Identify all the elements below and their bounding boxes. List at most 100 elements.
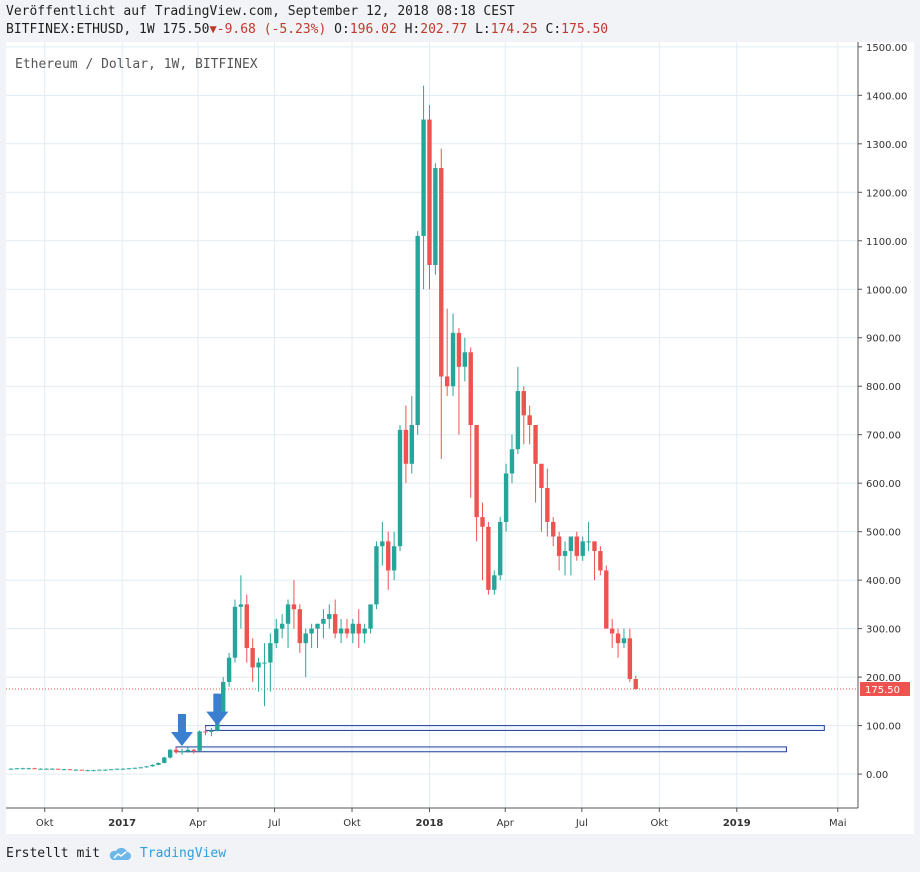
candle-body bbox=[486, 526, 491, 590]
candle-body bbox=[297, 609, 303, 644]
candle-body bbox=[332, 614, 338, 634]
candle-body bbox=[574, 536, 580, 556]
candle-body bbox=[203, 731, 208, 733]
candle-body bbox=[221, 681, 226, 714]
candle-body bbox=[456, 332, 462, 367]
y-tick-label: 500.00 bbox=[866, 528, 901, 539]
y-tick-label: 700.00 bbox=[866, 431, 901, 442]
price-chart[interactable]: 1500.00 1400.00 1300.00 1200.00 1100.00 1000.… bbox=[6, 42, 914, 834]
x-tick-label: Mai bbox=[829, 818, 847, 829]
y-tick-label: 900.00 bbox=[866, 334, 901, 345]
y-tick-label: 300.00 bbox=[866, 625, 901, 636]
price-change: -9.68 (-5.23%) bbox=[216, 22, 327, 37]
y-tick-label: 1500.00 bbox=[866, 43, 907, 54]
tradingview-brand-link[interactable]: TradingView bbox=[139, 846, 227, 861]
candle-body bbox=[321, 618, 326, 624]
candle-body bbox=[150, 764, 155, 767]
high-label: H: bbox=[404, 22, 421, 37]
candle-body bbox=[20, 768, 26, 770]
created-with-label: Erstellt mit bbox=[6, 846, 100, 861]
high-value: 202.77 bbox=[420, 22, 468, 37]
candle-body bbox=[256, 662, 261, 668]
candle-body bbox=[309, 628, 314, 634]
candle-body bbox=[586, 541, 591, 543]
x-tick-label: Okt bbox=[36, 818, 54, 829]
candle-body bbox=[444, 376, 450, 387]
candle-body bbox=[480, 517, 485, 527]
candle-body bbox=[162, 757, 167, 763]
candle-body bbox=[545, 488, 550, 522]
candle-body bbox=[433, 168, 438, 266]
candle-body bbox=[551, 521, 556, 537]
candle-body bbox=[244, 604, 249, 649]
y-tick-label: 800.00 bbox=[866, 382, 901, 393]
candle-body bbox=[315, 623, 320, 629]
candle-body bbox=[380, 541, 385, 547]
candle-body bbox=[580, 541, 585, 556]
y-tick-label: 1000.00 bbox=[866, 285, 907, 296]
candle-body bbox=[185, 749, 191, 752]
candle-body bbox=[191, 749, 196, 751]
y-tick-label: 1400.00 bbox=[866, 91, 907, 102]
candle-body bbox=[55, 768, 61, 770]
candle-body bbox=[120, 768, 126, 770]
candle-body bbox=[79, 769, 84, 771]
candle-body bbox=[374, 546, 379, 605]
candle-body bbox=[167, 749, 173, 758]
candle-body bbox=[50, 768, 55, 770]
candle-body bbox=[497, 521, 503, 576]
candle-body bbox=[144, 766, 149, 768]
candle-body bbox=[344, 628, 350, 634]
candle-body bbox=[409, 425, 414, 464]
candle-body bbox=[38, 768, 43, 770]
x-tick-label: Apr bbox=[497, 818, 515, 829]
candle-body bbox=[109, 769, 114, 771]
candle-body bbox=[598, 551, 603, 571]
y-tick-label: 400.00 bbox=[866, 576, 901, 587]
candle-body bbox=[8, 768, 14, 770]
candle-body bbox=[268, 643, 273, 663]
candle-body bbox=[509, 449, 515, 474]
candle-body bbox=[209, 730, 214, 732]
open-label: O: bbox=[334, 22, 350, 37]
support-zone-box bbox=[175, 746, 787, 753]
candle-body bbox=[338, 628, 344, 634]
down-arrow-icon bbox=[170, 713, 193, 746]
candle-body bbox=[303, 633, 308, 644]
y-tick-label: 200.00 bbox=[866, 673, 901, 684]
down-triangle-icon: ▼ bbox=[209, 22, 217, 36]
published-line: Veröffentlicht auf TradingView.com, Sept… bbox=[6, 4, 515, 19]
x-tick-label: Okt bbox=[343, 818, 361, 829]
candle-body bbox=[238, 604, 244, 607]
x-tick-label: Jul bbox=[268, 818, 281, 829]
candle-body bbox=[391, 546, 397, 571]
x-tick-label: 2017 bbox=[108, 818, 136, 829]
candle-body bbox=[492, 575, 497, 590]
candle-body bbox=[173, 749, 179, 753]
close-label: C: bbox=[545, 22, 562, 37]
y-tick-label: 1300.00 bbox=[866, 140, 907, 151]
x-tick-label: 2019 bbox=[723, 818, 751, 829]
candle-body bbox=[415, 235, 420, 425]
x-tick-label: Apr bbox=[189, 818, 207, 829]
candle-body bbox=[291, 604, 297, 610]
candle-body bbox=[226, 657, 232, 682]
candle-body bbox=[439, 168, 444, 377]
candle-body bbox=[556, 536, 562, 556]
chart-area[interactable]: 1500.00 1400.00 1300.00 1200.00 1100.00 1000.… bbox=[6, 42, 914, 834]
candle-body bbox=[262, 662, 267, 664]
symbol-info-line: BITFINEX:ETHUSD, 1W 175.50▼-9.68 (-5.23%… bbox=[6, 22, 608, 37]
footer: Erstellt mit TradingView bbox=[6, 846, 226, 861]
last-price: 175.50 bbox=[162, 22, 210, 37]
candle-body bbox=[67, 769, 73, 771]
candle-body bbox=[179, 751, 185, 753]
candle-body bbox=[232, 606, 238, 658]
chart-title: Ethereum / Dollar, 1W, BITFINEX bbox=[15, 57, 258, 72]
candle-body bbox=[503, 473, 509, 522]
candle-body bbox=[97, 769, 102, 771]
candle-body bbox=[474, 425, 479, 518]
down-arrow-icon bbox=[206, 693, 229, 726]
candle-body bbox=[397, 429, 403, 547]
candle-body bbox=[421, 119, 426, 236]
y-tick-label: 600.00 bbox=[866, 479, 901, 490]
